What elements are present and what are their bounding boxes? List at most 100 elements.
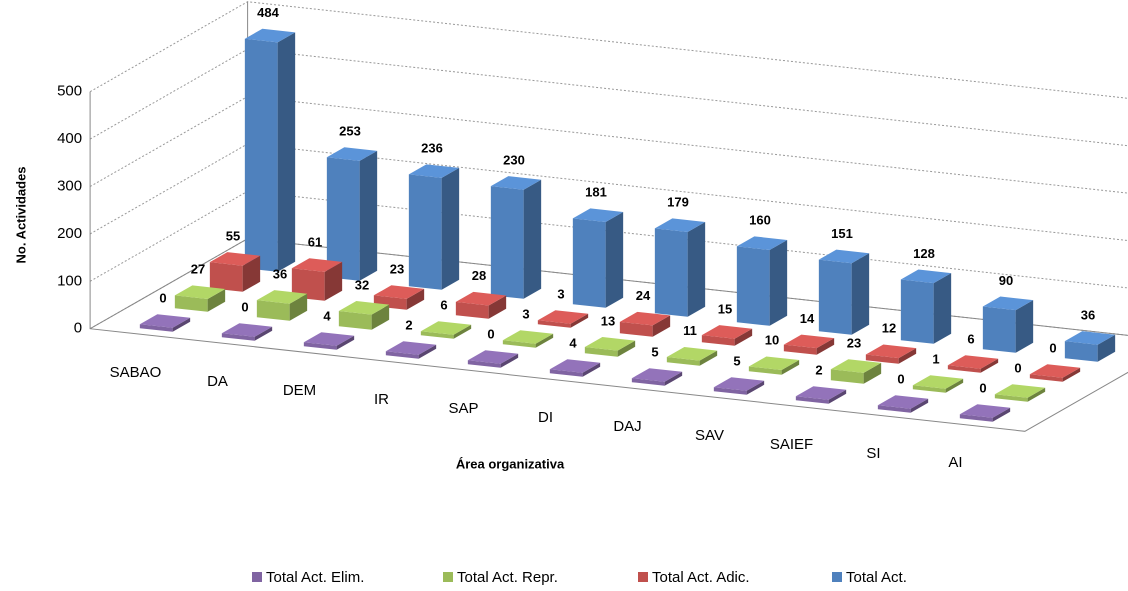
data-label: 13 bbox=[601, 313, 615, 328]
bar-side bbox=[828, 389, 847, 404]
data-label: 6 bbox=[967, 331, 974, 346]
legend-swatch bbox=[832, 572, 842, 582]
data-label: 181 bbox=[585, 185, 607, 200]
bar-side bbox=[1062, 367, 1081, 382]
bar-top bbox=[326, 147, 378, 161]
bar-front bbox=[830, 369, 864, 384]
bar-top bbox=[631, 368, 683, 382]
bar bbox=[666, 346, 718, 366]
bar bbox=[713, 377, 765, 395]
bar-front bbox=[139, 324, 173, 332]
bar-front bbox=[713, 387, 747, 395]
bar-top bbox=[1064, 331, 1116, 345]
data-label: 230 bbox=[503, 152, 525, 167]
bar-side bbox=[289, 293, 308, 321]
data-label: 0 bbox=[1049, 340, 1056, 355]
bar-front bbox=[584, 347, 618, 357]
x-tick-label: DA bbox=[207, 373, 228, 390]
data-label: 2 bbox=[815, 362, 822, 377]
bar bbox=[549, 359, 601, 377]
x-tick-label: AI bbox=[948, 454, 962, 471]
bar-side bbox=[500, 353, 519, 368]
bar bbox=[139, 314, 191, 332]
bar bbox=[900, 269, 952, 344]
data-label: 0 bbox=[159, 290, 166, 305]
bar-top bbox=[139, 314, 191, 328]
bar-side bbox=[652, 315, 671, 337]
bar-side bbox=[1027, 387, 1046, 402]
bar-top bbox=[373, 285, 425, 299]
bar bbox=[959, 404, 1011, 422]
bar bbox=[584, 337, 636, 357]
data-label: 27 bbox=[191, 262, 205, 277]
bar-front bbox=[467, 360, 501, 368]
bar-front bbox=[1029, 374, 1063, 382]
bar-side bbox=[570, 313, 589, 328]
bar-front bbox=[666, 356, 700, 366]
bar-top bbox=[338, 301, 390, 315]
data-label: 15 bbox=[718, 301, 732, 316]
bar-side bbox=[769, 239, 788, 326]
bar-top bbox=[584, 337, 636, 351]
bar bbox=[209, 252, 261, 292]
bar-side bbox=[863, 362, 882, 384]
bar bbox=[631, 368, 683, 386]
bar-side bbox=[746, 380, 765, 395]
bar-front bbox=[408, 174, 442, 290]
bar-top bbox=[385, 341, 437, 355]
bar bbox=[256, 290, 308, 321]
y-axis-title: No. Actividades bbox=[13, 166, 28, 263]
data-label: 14 bbox=[800, 311, 815, 326]
bar-side bbox=[664, 371, 683, 386]
bar-side bbox=[933, 273, 952, 344]
x-tick-label: DEM bbox=[283, 382, 316, 399]
bar-front bbox=[631, 378, 665, 386]
bar bbox=[1064, 331, 1116, 362]
data-label: 0 bbox=[487, 326, 494, 341]
bar-front bbox=[338, 311, 372, 330]
bar-front bbox=[701, 335, 735, 346]
data-label: 2 bbox=[405, 317, 412, 332]
bar bbox=[795, 386, 847, 404]
bar-top bbox=[713, 377, 765, 391]
bar-top bbox=[549, 359, 601, 373]
bar-side bbox=[418, 344, 437, 359]
bar bbox=[1029, 364, 1081, 382]
data-label: 0 bbox=[979, 380, 986, 395]
x-tick-label: DAJ bbox=[613, 418, 641, 435]
bar-top bbox=[244, 28, 296, 43]
bar-top bbox=[900, 269, 952, 284]
x-tick-label: DI bbox=[538, 409, 553, 426]
bar-top bbox=[947, 355, 999, 369]
bar-front bbox=[947, 365, 981, 373]
bar bbox=[455, 291, 507, 319]
bar-top bbox=[502, 330, 554, 344]
data-label: 253 bbox=[339, 124, 361, 139]
bar-side bbox=[605, 212, 624, 308]
bar-front bbox=[244, 38, 278, 272]
legend-label: Total Act. Elim. bbox=[266, 569, 364, 586]
bar-side bbox=[945, 378, 964, 393]
bar-side bbox=[453, 324, 472, 339]
bar-top bbox=[1029, 364, 1081, 378]
bar-side bbox=[851, 253, 870, 335]
bar-front bbox=[420, 331, 454, 339]
bar bbox=[818, 249, 870, 335]
bar-side bbox=[207, 289, 226, 312]
y-tick-label: 200 bbox=[57, 225, 82, 242]
bar-side bbox=[535, 333, 554, 348]
y-tick-label: 100 bbox=[57, 272, 82, 289]
bar bbox=[338, 301, 390, 330]
bar bbox=[537, 310, 589, 328]
bar-side bbox=[441, 167, 460, 290]
bar bbox=[420, 321, 472, 339]
data-label: 5 bbox=[733, 353, 740, 368]
data-label: 5 bbox=[651, 344, 658, 359]
bar-front bbox=[748, 366, 782, 375]
bar-top bbox=[467, 350, 519, 364]
bar bbox=[244, 28, 296, 272]
bar bbox=[174, 285, 226, 312]
data-label: 128 bbox=[913, 246, 935, 261]
legend-swatch bbox=[252, 572, 262, 582]
bar-side bbox=[980, 358, 999, 373]
